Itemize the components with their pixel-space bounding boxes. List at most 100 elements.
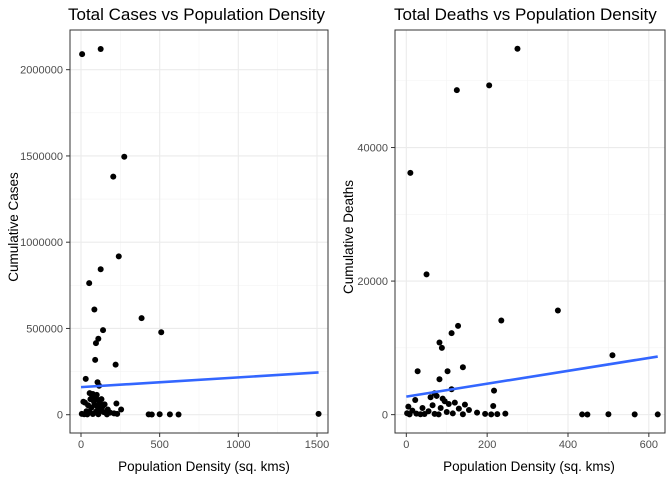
chart-cases-vs-density: Total Cases vs Population Density Popula…: [6, 5, 329, 474]
data-point: [459, 411, 466, 418]
data-point: [89, 411, 96, 418]
data-point: [84, 411, 91, 418]
x-tick-label: 600: [640, 439, 658, 451]
data-point: [494, 411, 501, 418]
data-point: [514, 45, 521, 52]
panel-border: [394, 29, 666, 434]
data-point: [461, 401, 468, 408]
data-point: [423, 271, 430, 278]
trend-line-segment: [406, 355, 658, 398]
data-point: [443, 408, 450, 415]
panel-border: [69, 29, 329, 434]
chart-title: Total Deaths vs Population Density: [394, 5, 657, 24]
grid: [70, 30, 328, 433]
data-point: [112, 361, 119, 368]
y-axis-label: Cumulative Deaths: [341, 180, 356, 294]
data-point: [97, 266, 104, 273]
x-tick-label: 0: [78, 439, 84, 451]
data-point: [417, 411, 424, 418]
data-point: [435, 411, 442, 418]
axis-ticks: 0 200 400 600 0 20000 40000: [357, 143, 658, 451]
data-point: [92, 340, 99, 347]
data-point: [482, 410, 489, 417]
data-point: [158, 329, 165, 336]
y-tick-label: 500000: [26, 323, 63, 335]
data-point: [554, 307, 561, 314]
y-tick-label: 0: [382, 410, 388, 422]
data-point: [121, 153, 128, 160]
data-point: [156, 411, 163, 418]
data-point: [79, 51, 86, 58]
data-point: [110, 173, 117, 180]
data-point: [429, 402, 436, 409]
x-axis-label: Population Density (sq. kms): [118, 459, 290, 474]
data-point: [438, 344, 445, 351]
data-point: [407, 169, 414, 176]
x-tick-label: 200: [478, 439, 496, 451]
data-point: [474, 409, 481, 416]
trend-line-segment: [80, 371, 319, 389]
data-point: [100, 327, 107, 334]
data-point: [490, 402, 497, 409]
data-point: [148, 411, 155, 418]
data-point: [114, 410, 121, 417]
data-point: [103, 411, 110, 418]
data-point: [654, 411, 661, 418]
data-points: [404, 45, 661, 418]
data-points: [78, 45, 322, 418]
axis-ticks: 0 500 1000 1500 0 500000 1000000 1500000 2000000: [20, 65, 329, 451]
data-point: [488, 411, 495, 418]
y-axis-label: Cumulative Cases: [6, 172, 21, 282]
data-point: [465, 406, 472, 413]
y-tick-label: 1000000: [20, 237, 63, 249]
data-point: [166, 411, 173, 418]
data-point: [448, 330, 455, 337]
data-point: [118, 406, 125, 413]
x-tick-label: 0: [403, 439, 409, 451]
y-tick-label: 2000000: [20, 65, 63, 77]
data-point: [95, 411, 102, 418]
data-point: [414, 368, 421, 375]
data-point: [486, 82, 493, 89]
x-tick-label: 500: [150, 439, 168, 451]
data-point: [579, 411, 586, 418]
data-point: [436, 339, 443, 346]
data-point: [609, 352, 616, 359]
data-point: [82, 375, 89, 382]
x-tick-label: 400: [559, 439, 577, 451]
data-point: [455, 322, 462, 329]
chart-title: Total Cases vs Population Density: [68, 5, 326, 24]
x-tick-label: 1000: [226, 439, 250, 451]
x-tick-label: 1500: [305, 439, 329, 451]
trend-line: [406, 355, 658, 398]
data-point: [436, 376, 443, 383]
data-point: [115, 253, 122, 260]
data-point: [502, 410, 509, 417]
data-point: [406, 411, 413, 418]
y-tick-label: 20000: [357, 276, 388, 288]
data-point: [91, 306, 98, 313]
data-point: [98, 396, 105, 403]
data-point: [445, 400, 452, 407]
data-point: [449, 410, 456, 417]
data-point: [444, 368, 451, 375]
data-point: [86, 280, 93, 287]
data-point: [405, 403, 412, 410]
data-point: [459, 364, 466, 371]
data-point: [455, 405, 462, 412]
x-axis-label: Population Density (sq. kms): [443, 459, 615, 474]
data-point: [427, 394, 434, 401]
data-point: [498, 317, 505, 324]
data-point: [451, 399, 458, 406]
data-point: [419, 404, 426, 411]
grid: [395, 30, 665, 433]
data-point: [631, 411, 638, 418]
data-point: [437, 404, 444, 411]
data-point: [453, 87, 460, 94]
chart-deaths-vs-density: Total Deaths vs Population Density Popul…: [341, 5, 666, 474]
data-point: [315, 410, 322, 417]
data-point: [412, 396, 419, 403]
data-point: [113, 400, 120, 407]
data-point: [605, 411, 612, 418]
